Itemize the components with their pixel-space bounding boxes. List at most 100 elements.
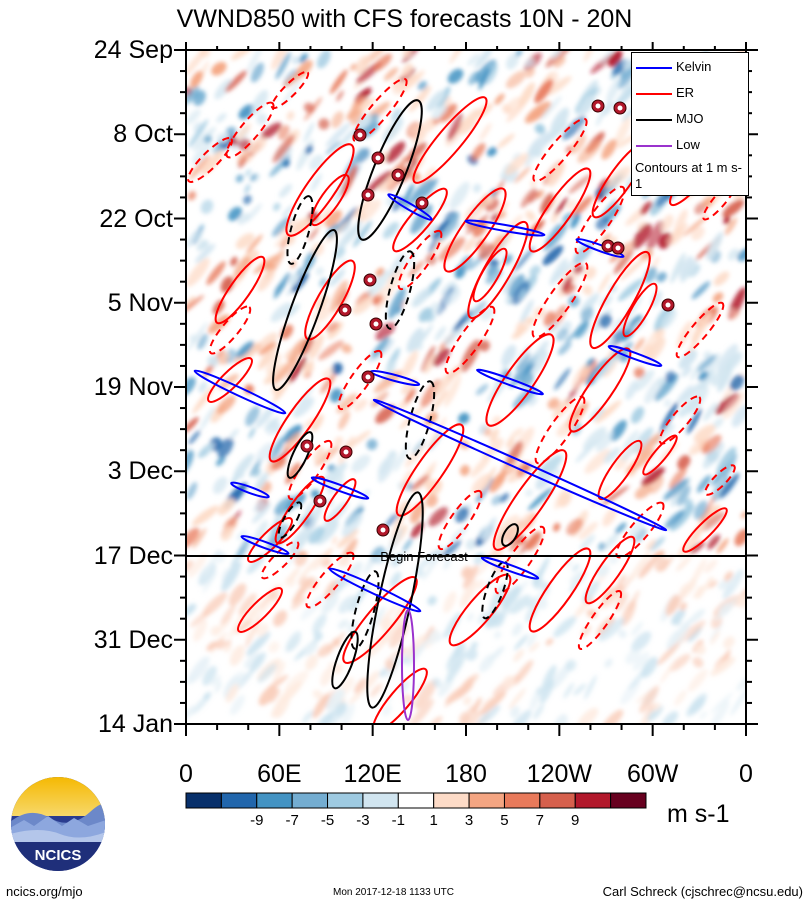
shading-cell (547, 397, 560, 410)
shading-cell (513, 634, 529, 651)
legend: Contours at 1 m s-1 Kelvin ER MJO Low (631, 52, 749, 196)
er-contour (682, 507, 728, 553)
shading-cell (443, 591, 457, 613)
shading-cell (198, 562, 217, 586)
shading-cell (325, 688, 345, 712)
shading-cell (318, 340, 344, 361)
shading-cell (465, 647, 478, 661)
shading-cell (221, 560, 242, 592)
shading-cell (729, 374, 745, 391)
shading-cell (513, 246, 535, 273)
shading-cell (578, 94, 595, 116)
shading-cell (572, 364, 590, 390)
shading-cell (251, 89, 269, 115)
shading-cell (418, 307, 433, 323)
shading-cell (298, 555, 321, 581)
shading-cell (235, 174, 244, 183)
vwnd-shading (186, 50, 746, 724)
shading-cell (207, 355, 219, 367)
shading-cell (665, 594, 680, 616)
shading-cell (553, 616, 577, 638)
shading-cell (294, 550, 308, 567)
shading-cell (318, 118, 330, 130)
shading-cell (488, 258, 498, 268)
er-contour-dashed (270, 70, 310, 110)
colorbar-label: -3 (356, 812, 370, 829)
legend-label: Kelvin (676, 59, 712, 74)
shading-cell (501, 104, 512, 115)
er-contour (597, 439, 643, 501)
shading-cell (411, 474, 430, 491)
shading-cell (334, 436, 344, 446)
shading-cell (525, 67, 535, 78)
shading-cell (238, 104, 255, 120)
shading-cell (529, 107, 544, 120)
shading-cell (190, 70, 203, 88)
shading-cell (508, 709, 532, 724)
shading-cell (443, 288, 461, 306)
shading-cell (340, 703, 355, 724)
shading-cell (535, 189, 545, 199)
shading-cell (235, 122, 252, 141)
shading-cell (297, 386, 314, 407)
shading-cell (472, 220, 488, 238)
shading-cell (470, 641, 478, 650)
shading-cell (652, 702, 661, 711)
shading-cell (303, 122, 315, 143)
shading-cell (678, 381, 705, 404)
shading-cell (515, 317, 527, 332)
shading-cell (445, 652, 466, 683)
shading-cell (558, 341, 572, 356)
shading-cell (291, 56, 300, 65)
shading-cell (244, 628, 259, 640)
shading-cell (387, 558, 395, 567)
shading-cell (216, 351, 230, 365)
shading-cell (430, 302, 442, 314)
shading-cell (501, 585, 522, 609)
shading-cell (399, 406, 424, 430)
shading-cell (676, 320, 693, 349)
er-contour (310, 173, 350, 227)
shading-cell (366, 606, 386, 636)
shading-cell (475, 579, 485, 590)
shading-cell (601, 139, 617, 160)
storm-marker (300, 439, 314, 453)
shading-cell (723, 216, 731, 225)
shading-cell (617, 574, 627, 588)
shading-cell (566, 200, 576, 209)
shading-cell (555, 328, 569, 342)
shading-cell (731, 404, 746, 428)
shading-cell (631, 406, 645, 424)
shading-cell (311, 414, 324, 432)
shading-cell (390, 571, 402, 588)
shading-cell (250, 173, 257, 182)
shading-cell (515, 352, 531, 371)
shading-cell (312, 689, 324, 700)
shading-cell (245, 405, 260, 427)
wave-contours (187, 70, 738, 724)
shading-cell (354, 677, 367, 694)
shading-cell (410, 698, 434, 724)
storm-marker (613, 101, 627, 115)
shading-cell (337, 619, 349, 630)
shading-cell (268, 641, 280, 653)
colorbar (185, 792, 647, 809)
shading-cell (275, 51, 291, 80)
shading-cell (606, 78, 621, 104)
shading-cell (677, 485, 691, 507)
shading-cell (709, 621, 724, 642)
shading-cell (601, 233, 612, 243)
shading-cell (258, 685, 278, 706)
footer-url[interactable]: ncics.org/mjo (6, 884, 83, 899)
x-tick-label: 60W (626, 760, 679, 788)
shading-cell (431, 104, 448, 120)
x-tick-label: 180 (445, 760, 487, 788)
shading-cell (257, 623, 269, 637)
shading-cell (377, 458, 391, 476)
shading-cell (317, 643, 334, 658)
shading-cell (206, 641, 218, 651)
shading-cell (459, 579, 477, 608)
shading-cell (443, 557, 452, 570)
shading-cell (188, 430, 201, 445)
shading-cell (723, 636, 735, 649)
